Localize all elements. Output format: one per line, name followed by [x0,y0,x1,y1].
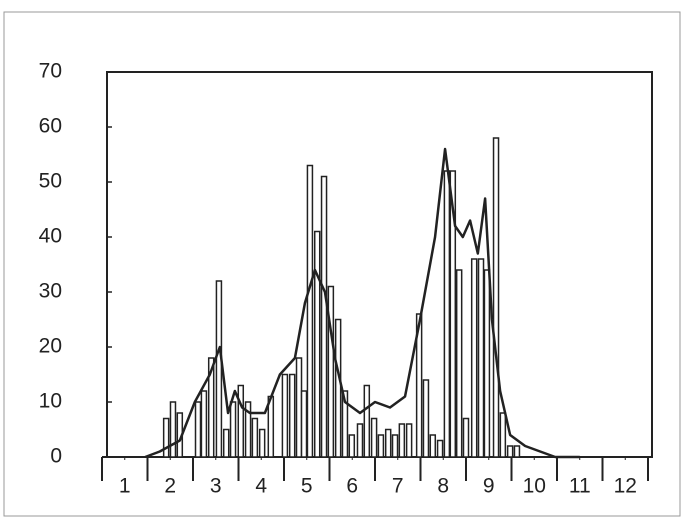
bar [288,373,296,458]
bar [169,401,177,458]
bar [320,175,328,458]
bar [251,417,259,458]
bar [258,428,266,458]
bar [513,445,521,458]
bar [436,439,444,458]
bar [370,417,378,458]
bar [455,269,463,458]
y-tick-label: 40 [39,225,62,248]
bar [477,258,485,458]
x-tick-label: 5 [301,475,313,498]
x-tick-label: 1 [119,475,131,498]
x-tick-label: 10 [523,475,546,498]
bar [207,357,215,458]
bar [363,384,371,458]
bar [422,379,430,458]
bar [215,280,223,458]
bar [327,285,335,458]
x-tick-label: 3 [210,475,222,498]
bar [194,401,202,458]
bar [348,434,356,458]
line [144,147,580,459]
bar [222,428,230,458]
bar [229,401,237,458]
bar [470,258,478,458]
bar [384,428,392,458]
x-tick-label: 12 [614,475,637,498]
y-tick-label: 30 [39,280,62,303]
bar [415,313,423,458]
x-tick-label: 6 [346,475,358,498]
bar [334,318,342,458]
bar [306,164,314,458]
plot-frame [106,71,653,458]
x-tick-label: 4 [255,475,267,498]
bar [483,269,491,458]
bar [429,434,437,458]
y-tick-label: 0 [50,445,62,468]
x-tick-label: 7 [392,475,404,498]
bar [300,390,308,458]
bar [377,434,385,458]
y-tick-label: 50 [39,170,62,193]
x-tick-label: 11 [569,475,591,498]
bar [492,137,500,458]
bar [356,423,364,458]
bar [237,384,245,458]
scan-border [3,11,681,517]
y-tick-label: 20 [39,335,62,358]
x-tick-label: 9 [483,475,495,498]
x-tick-label: 8 [437,475,449,498]
bar [200,390,208,458]
bar [244,401,252,458]
bar [281,373,289,458]
bar [341,390,349,458]
bar [398,423,406,458]
bar [443,170,451,458]
bar [449,170,457,458]
y-tick-label: 70 [39,60,62,83]
bar [499,412,507,458]
bar [506,445,514,458]
bar [162,417,170,458]
bar [295,357,303,458]
bar [391,434,399,458]
bar [313,230,321,458]
bar [462,417,470,458]
y-tick-label: 10 [39,390,62,413]
bar [405,423,413,458]
y-tick-label: 60 [39,115,62,138]
x-tick-label: 2 [164,475,176,498]
